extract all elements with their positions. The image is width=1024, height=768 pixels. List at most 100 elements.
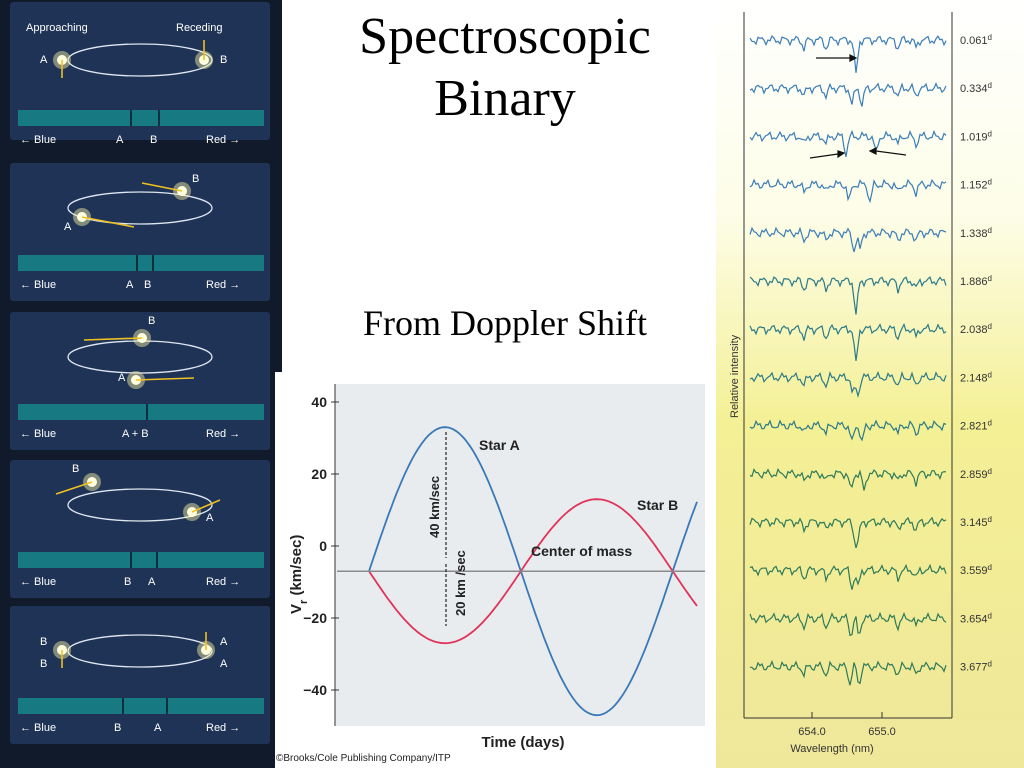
- blue-direction-label: ← Blue: [20, 134, 57, 146]
- phase-label: 3.559d: [960, 563, 992, 578]
- spectrum-bar: [18, 552, 264, 568]
- blue-direction-label: ← Blue: [20, 279, 57, 291]
- spectrum-trace: [749, 370, 947, 399]
- orbit-diagram: [53, 40, 213, 78]
- line-label: A: [148, 576, 156, 588]
- absorption-line: [146, 404, 148, 420]
- line-label: A: [154, 722, 162, 734]
- star-label: B: [192, 173, 200, 185]
- orbit-ellipse: [67, 634, 213, 668]
- spectrum-bar: [18, 698, 264, 714]
- orbit-panels-strip: Approaching Receding A B ← Blue Red → A B B A ← Bl…: [0, 0, 282, 768]
- plot-area: [335, 384, 705, 726]
- blue-direction-label: ← Blue: [20, 576, 57, 588]
- receding-label: Receding: [176, 22, 223, 34]
- orbit-ellipse: [67, 191, 213, 225]
- image-credit: ©Brooks/Cole Publishing Company/ITP: [276, 753, 451, 764]
- spectrum-trace: [749, 34, 947, 73]
- spectra-panel: 0.061d 0.334d 1.019d 1.152d 1.338d 1.886d 2.03…: [716, 0, 1024, 768]
- absorption-line: [156, 552, 158, 568]
- spectra-x-label: Wavelength (nm): [790, 743, 873, 755]
- star-label: A: [40, 54, 48, 66]
- absorption-line: [166, 698, 168, 714]
- orbit-ellipse: [67, 43, 213, 77]
- star-label: A: [64, 221, 72, 233]
- title-line-1: Spectroscopic: [359, 8, 651, 65]
- velocity-arrow: [191, 499, 221, 513]
- annotation-20-km-sec: 20 km /sec: [453, 550, 468, 616]
- velocity-arrow: [81, 216, 135, 228]
- spectrum-trace: [749, 419, 947, 442]
- slide-title: Spectroscopic Binary: [300, 6, 710, 130]
- blue-direction-label: ← Blue: [20, 428, 57, 440]
- spectra-y-label: Relative intensity: [729, 334, 741, 418]
- phase-label: 0.334d: [960, 81, 992, 96]
- star-label: B: [72, 463, 80, 475]
- star-label: A: [220, 636, 228, 648]
- spectrum-trace: [749, 178, 947, 204]
- phase-label: 3.654d: [960, 611, 992, 626]
- blue-direction-label: ← Blue: [20, 722, 57, 734]
- star-label: B: [148, 315, 156, 327]
- absorption-line: [136, 255, 138, 271]
- spectrum-bar: [18, 110, 264, 126]
- approaching-label: Approaching: [26, 22, 88, 34]
- annotation-40-km-sec: 40 km/sec: [427, 476, 442, 538]
- line-label: B: [150, 134, 158, 146]
- phase-label: 2.148d: [960, 370, 992, 385]
- absorption-line: [122, 698, 124, 714]
- velocity-arrow: [135, 377, 195, 381]
- star-label: B: [40, 658, 48, 670]
- absorption-line: [158, 110, 160, 126]
- spectrum-trace: [749, 660, 947, 686]
- spectra-background: [716, 0, 1024, 768]
- phase-label: 3.677d: [960, 659, 992, 674]
- orbit-panel: B A ← Blue Red → A B: [10, 163, 270, 301]
- slide-subtitle: From Doppler Shift: [363, 303, 647, 343]
- x-axis-label: Time (days): [481, 734, 564, 751]
- spectra-arrows: [809, 54, 907, 159]
- orbit-ellipse: [67, 488, 213, 522]
- spectrum-trace: [749, 516, 947, 549]
- star-label: A: [118, 372, 126, 384]
- spectrum-trace: [749, 82, 947, 107]
- line-label: A: [116, 134, 124, 146]
- y-tick-label: 20: [311, 466, 327, 482]
- phase-labels: 0.061d 0.334d 1.019d 1.152d 1.338d 1.886d 2.03…: [960, 33, 992, 674]
- x-tick-label: 654.0: [798, 726, 826, 738]
- absorption-line: [152, 255, 154, 271]
- phase-label: 0.061d: [960, 33, 992, 48]
- line-label: B: [124, 576, 132, 588]
- star-label: A: [206, 512, 214, 524]
- y-tick-label: −40: [303, 682, 327, 698]
- velocity-arrow: [141, 182, 183, 192]
- red-direction-label: Red →: [206, 279, 241, 291]
- series-line-star-b: [368, 498, 698, 645]
- label-center-of-mass: Center of mass: [531, 543, 632, 559]
- phase-label: 1.152d: [960, 177, 992, 192]
- phase-label: 2.038d: [960, 322, 992, 337]
- spectrum-bar: [18, 255, 264, 271]
- label-star-a: Star A: [479, 437, 520, 453]
- absorption-line: [130, 110, 132, 126]
- radial-velocity-chart: 40 20 0 −20 −40 Vr (km/sec) Time (days) Star…: [275, 372, 715, 768]
- spectrum-trace: [749, 129, 947, 158]
- wavelength-ticks: 654.0 655.0: [798, 712, 896, 738]
- phase-label: 1.019d: [960, 129, 992, 144]
- absorption-line: [130, 552, 132, 568]
- label-star-b: Star B: [637, 497, 678, 513]
- y-tick-label: 40: [311, 394, 327, 410]
- red-direction-label: Red →: [206, 576, 241, 588]
- orbit-panel: Approaching Receding A B ← Blue Red → A B: [10, 2, 270, 146]
- series-line-star-a: [368, 426, 698, 717]
- line-label: A: [126, 279, 134, 291]
- orbit-diagram: [55, 473, 221, 522]
- star-label: A: [220, 658, 228, 670]
- x-tick-label: 655.0: [868, 726, 896, 738]
- orbit-diagram: [67, 329, 213, 389]
- y-tick-label: 0: [319, 538, 327, 554]
- spectrum-trace: [749, 276, 947, 315]
- orbit-diagram: [67, 182, 213, 228]
- series-lines: [337, 426, 705, 717]
- orbit-diagram: [53, 632, 215, 668]
